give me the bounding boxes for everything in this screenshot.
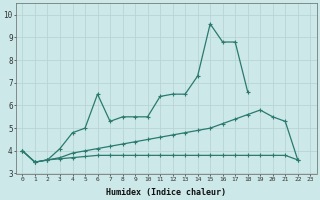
X-axis label: Humidex (Indice chaleur): Humidex (Indice chaleur) <box>106 188 226 197</box>
